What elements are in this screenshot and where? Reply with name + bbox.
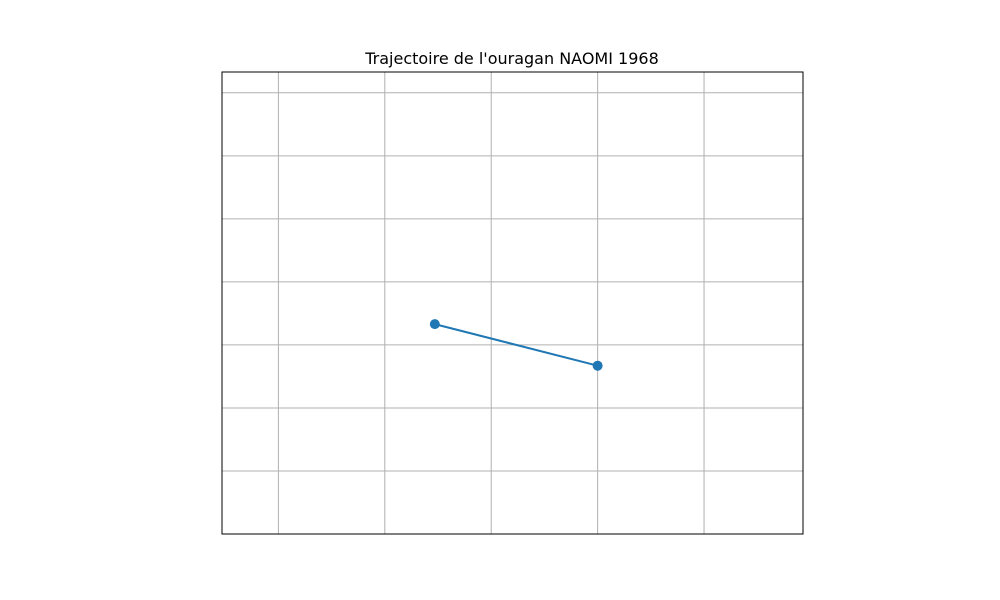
axes-frame xyxy=(221,71,804,535)
chart-title: Trajectoire de l'ouragan NAOMI 1968 xyxy=(364,49,659,68)
trajectory-point xyxy=(429,319,440,330)
trajectory-point xyxy=(592,360,603,371)
grid xyxy=(222,72,803,534)
series-layer xyxy=(429,319,603,371)
trajectory-line xyxy=(434,323,598,367)
